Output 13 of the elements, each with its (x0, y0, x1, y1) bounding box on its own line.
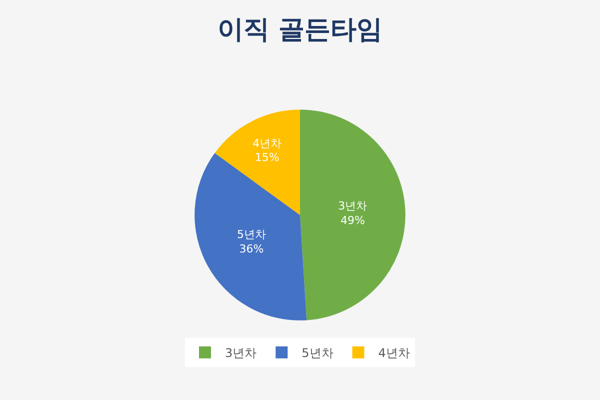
legend-label: 3년차 (225, 346, 257, 360)
slice-label: 4년차 (252, 136, 282, 150)
pie-slice (214, 110, 300, 215)
slice-label: 3년차 (338, 200, 368, 213)
legend-label: 4년차 (378, 346, 410, 360)
data-label: 15% (254, 151, 280, 164)
data-label: 36% (239, 242, 264, 256)
pie-slice (300, 110, 406, 320)
pie-slice (194, 153, 307, 320)
data-label: 49% (340, 214, 365, 227)
legend-label: 5년차 (302, 346, 334, 360)
slice-label: 5년차 (237, 228, 266, 242)
chart-title: 이직 골든타임 (217, 15, 383, 46)
